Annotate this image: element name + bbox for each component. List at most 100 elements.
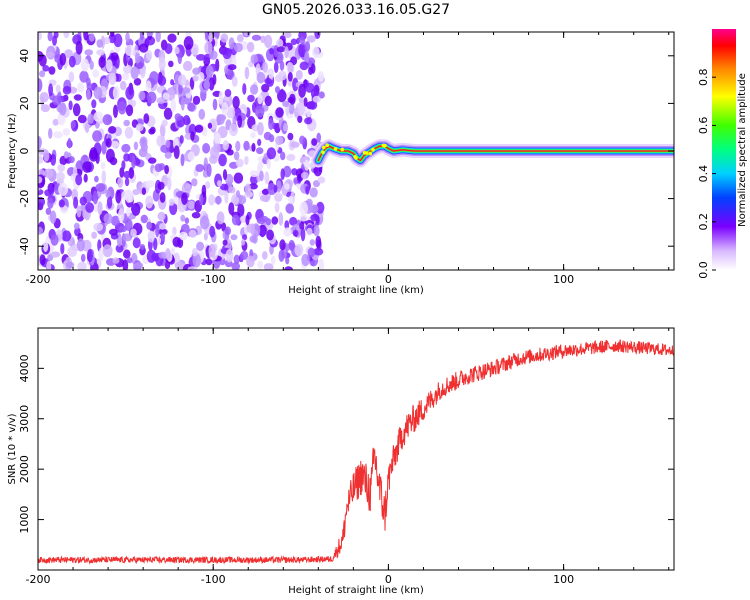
spectrogram-noise-cell (145, 80, 152, 92)
spectrogram-noise-cell (317, 176, 326, 184)
spectrogram-noise-cell (155, 32, 161, 43)
spectrogram-noise-cell (206, 163, 212, 177)
spectrogram-noise-cell (235, 140, 241, 152)
spectrogram-noise-cell (240, 250, 249, 260)
spectrogram-noise-cell (110, 32, 115, 37)
spectrogram-noise-cell (123, 170, 131, 179)
spectrogram-noise-cell (292, 77, 299, 92)
spectrogram-noise-cell (312, 46, 320, 59)
spectrogram-noise-cell (301, 253, 310, 267)
spectrogram-noise-cell (220, 33, 229, 43)
spectrogram-noise-cell (198, 108, 206, 120)
spectrogram-noise-cell (46, 260, 52, 270)
spectrogram-noise-cell (192, 75, 199, 82)
x-tick-label: -100 (201, 273, 226, 286)
spectrogram-noise-cell (80, 253, 86, 263)
spectrogram-noise-cell (183, 115, 191, 126)
spectrogram-noise-cell (126, 207, 131, 217)
colorbar-tick-label: 0.0 (697, 261, 710, 279)
spectrogram-noise-cell (257, 138, 262, 146)
spectrogram-signal-peak (371, 147, 375, 152)
spectrogram-noise-cell (231, 262, 240, 270)
spectrogram-noise-cell (118, 208, 125, 223)
spectrogram-noise-cell (73, 196, 79, 209)
spectrogram-noise-cell (279, 239, 286, 251)
spectrogram-noise-cell (133, 78, 142, 86)
spectrogram-noise-cell (73, 222, 80, 230)
spectrogram-noise-cell (141, 187, 147, 195)
spectrogram-noise-cell (38, 155, 44, 164)
spectrogram-noise-cell (299, 61, 309, 71)
spectrogram-noise-cell (308, 100, 318, 110)
spectrogram-noise-cell (165, 248, 171, 260)
spectrogram-noise-cell (287, 132, 294, 141)
spectrogram-noise-cell (108, 125, 117, 134)
spectrogram-noise-layer (38, 32, 326, 270)
spectrogram-noise-cell (180, 223, 190, 234)
spectrogram-noise-cell (250, 132, 256, 139)
spectrogram-noise-cell (300, 36, 306, 46)
spectrogram-noise-cell (178, 74, 187, 86)
spectrogram-noise-cell (284, 183, 290, 190)
spectrogram-noise-cell (161, 119, 168, 127)
spectrogram-noise-cell (113, 104, 118, 119)
spectrogram-noise-cell (62, 128, 70, 136)
spectrogram-noise-cell (252, 234, 258, 244)
spectrogram-noise-cell (174, 261, 185, 270)
spectrogram-noise-cell (122, 64, 133, 74)
spectrogram-noise-cell (65, 261, 75, 269)
spectrogram-noise-cell (77, 114, 87, 124)
spectrogram-noise-cell (48, 83, 53, 97)
spectrogram-noise-cell (221, 102, 229, 116)
spectrogram-noise-cell (299, 221, 305, 230)
spectrogram-noise-cell (298, 83, 306, 98)
spectrogram-noise-cell (294, 243, 304, 257)
spectrogram-noise-cell (318, 91, 325, 99)
spectrogram-noise-cell (63, 151, 69, 159)
spectrogram-noise-cell (285, 203, 295, 214)
spectrogram-noise-cell (251, 142, 256, 152)
spectrogram-noise-cell (158, 228, 168, 235)
spectrogram-noise-cell (264, 77, 273, 85)
spectrogram-noise-cell (55, 171, 65, 182)
spectrogram-noise-cell (230, 234, 238, 241)
spectrogram-noise-cell (157, 211, 166, 221)
spectrogram-noise-cell (268, 117, 274, 130)
spectrogram-noise-cell (126, 257, 133, 264)
spectrogram-noise-cell (75, 174, 83, 186)
spectrogram-noise-cell (109, 140, 120, 149)
spectrogram-noise-cell (177, 50, 183, 65)
spectrogram-noise-cell (38, 176, 43, 184)
spectrogram-noise-cell (127, 97, 133, 106)
spectrogram-noise-cell (264, 171, 270, 185)
spectrogram-noise-cell (188, 229, 197, 238)
spectrogram-noise-cell (38, 32, 42, 41)
spectrogram-noise-cell (130, 66, 139, 80)
spectrogram-noise-cell (262, 61, 269, 73)
spectrogram-noise-cell (47, 32, 53, 42)
spectrogram-noise-cell (244, 155, 249, 165)
spectrogram-x-ticks: -200 -100 0 100 (26, 32, 670, 286)
spectrogram-noise-cell (170, 98, 177, 113)
spectrogram-noise-cell (86, 249, 93, 263)
spectrogram-noise-cell (306, 35, 316, 43)
spectrogram-noise-cell (283, 227, 292, 237)
spectrogram-noise-cell (91, 231, 97, 239)
spectrogram-noise-cell (274, 192, 283, 202)
spectrogram-noise-cell (102, 244, 113, 258)
spectrogram-noise-cell (80, 58, 89, 72)
spectrogram-noise-cell (167, 177, 172, 191)
spectrogram-signal-peak (325, 143, 330, 147)
spectrogram-noise-cell (132, 237, 141, 249)
spectrogram-noise-cell (96, 49, 105, 56)
spectrogram-noise-cell (216, 180, 223, 187)
y-tick-label: 0 (18, 148, 31, 155)
figure-title: GN05.2026.033.16.05.G27 (262, 2, 450, 18)
spectrogram-noise-cell (94, 175, 99, 183)
spectrogram-noise-cell (157, 86, 164, 94)
spectrogram-noise-cell (202, 143, 211, 154)
spectrogram-noise-cell (167, 33, 177, 43)
spectrogram-signal-peak (362, 151, 367, 155)
spectrogram-noise-cell (147, 230, 155, 243)
